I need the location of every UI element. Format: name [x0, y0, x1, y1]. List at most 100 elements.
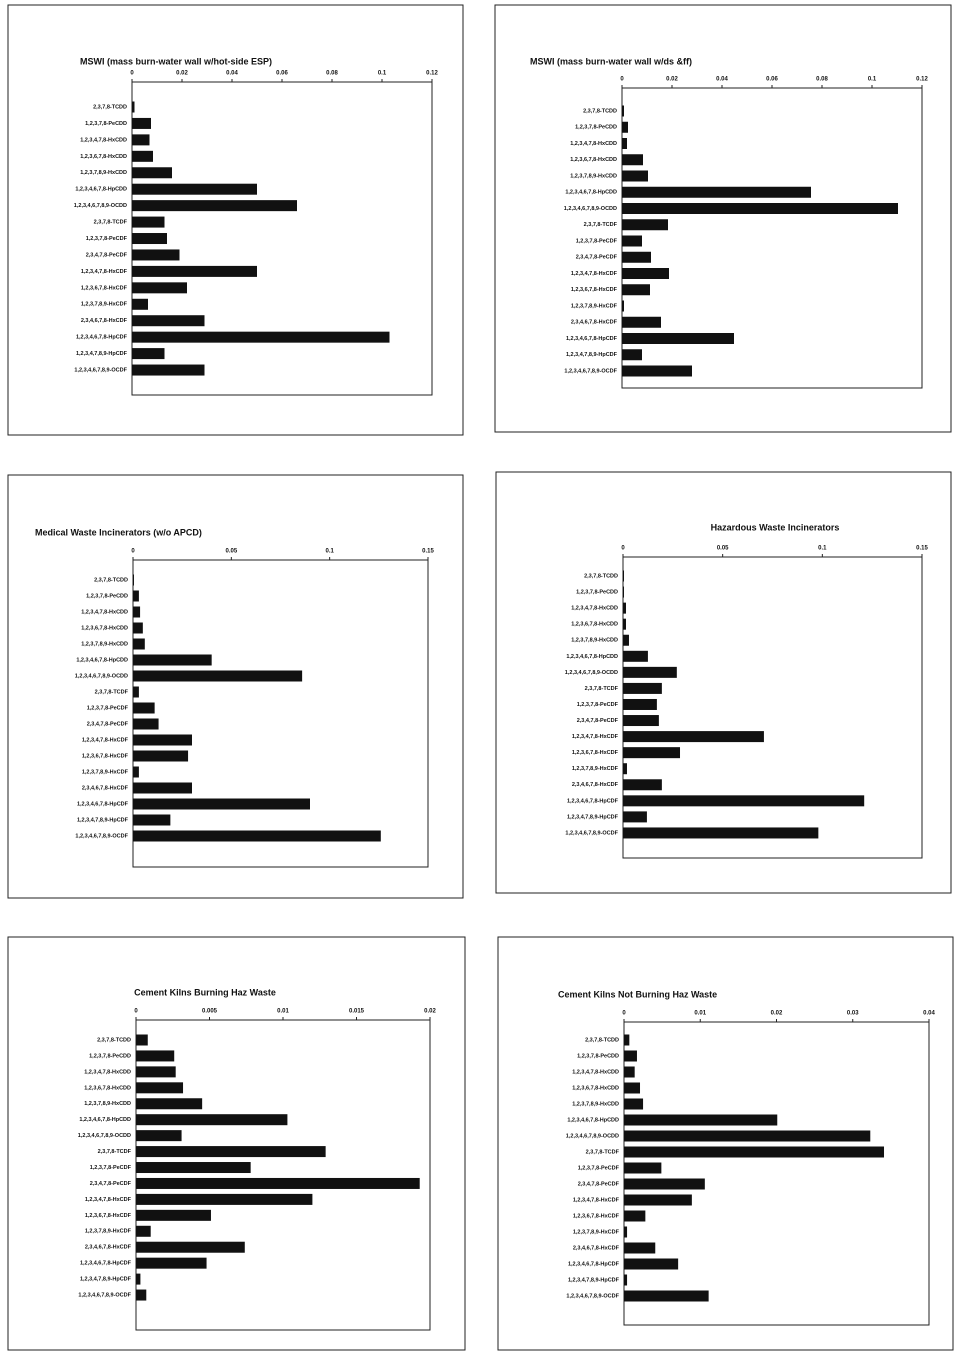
category-label: 1,2,3,4,6,7,8,9-OCDD [74, 203, 127, 209]
bar [622, 186, 811, 198]
bar [132, 167, 172, 179]
category-label: 1,2,3,4,6,7,8,9-OCDF [75, 833, 128, 839]
x-tick-label: 0.08 [816, 77, 828, 83]
category-label: 2,3,4,6,7,8-HxCDF [82, 785, 129, 791]
bar [133, 798, 310, 810]
bar [132, 348, 165, 360]
bar [623, 715, 659, 727]
category-label: 1,2,3,4,7,8,9-HpCDF [77, 817, 129, 823]
category-label: 2,3,4,6,7,8-HxCDF [573, 1245, 620, 1251]
category-label: 1,2,3,4,6,7,8-HpCDF [80, 1261, 132, 1267]
category-label: 2,3,4,6,7,8-HxCDF [85, 1245, 132, 1251]
bar [133, 766, 139, 778]
category-label: 1,2,3,4,7,8-HxCDD [80, 137, 127, 143]
category-label: 1,2,3,4,7,8-HxCDF [81, 269, 128, 275]
chart-panel: MSWI (mass burn-water wall w/hot-side ES… [7, 4, 464, 436]
bar [624, 1082, 641, 1094]
bar [622, 349, 642, 361]
chart-panel: Hazardous Waste Incinerators 0 0.05 0.1 0.15… [495, 471, 952, 894]
panel-border [497, 936, 954, 1351]
bar [132, 216, 165, 228]
category-label: 2,3,7,8-TCDF [98, 1149, 132, 1155]
x-tick-label: 0 [130, 71, 134, 77]
bar [622, 203, 898, 214]
bar [132, 265, 257, 277]
category-label: 1,2,3,4,7,8-HxCDD [571, 606, 618, 612]
bar [624, 1242, 656, 1254]
category-label: 1,2,3,4,7,8-HxCDD [572, 1069, 619, 1075]
category-label: 1,2,3,7,8,9-HxCDD [84, 1101, 131, 1107]
x-tick-label: 0.1 [868, 77, 877, 83]
x-tick-label: 0.12 [916, 77, 928, 83]
bar [622, 333, 734, 344]
bar [132, 117, 151, 129]
bar [136, 1098, 203, 1110]
x-tick-label: 0.015 [349, 1009, 365, 1015]
plot-area [132, 559, 429, 868]
bar [133, 718, 159, 730]
bar [133, 702, 155, 714]
category-label: 1,2,3,6,7,8-HxCDD [80, 154, 127, 160]
chart-panel: MSWI (mass burn-water wall w/ds &ff) 0 0.0… [494, 4, 952, 433]
category-label: 1,2,3,7,8-PeCDF [576, 238, 618, 244]
bar [132, 298, 148, 310]
category-label: 1,2,3,6,7,8-HxCDF [85, 1213, 132, 1219]
category-label: 1,2,3,7,8-PeCDD [577, 1053, 619, 1059]
bar [132, 331, 390, 343]
x-tick-label: 0.12 [426, 71, 438, 77]
panel-border [7, 4, 464, 436]
bar [136, 1241, 245, 1253]
category-label: 1,2,3,4,7,8,9-HpCDF [567, 814, 619, 820]
bar [133, 606, 141, 618]
bar [136, 1066, 176, 1078]
x-tick-label: 0.02 [666, 77, 678, 83]
bar [133, 622, 143, 634]
panel-border [7, 474, 464, 899]
bar [624, 1114, 778, 1126]
bar [132, 183, 257, 195]
x-tick-label: 0 [622, 1011, 626, 1017]
bar [622, 121, 628, 133]
bar [624, 1178, 705, 1190]
category-label: 2,3,7,8-TCDF [586, 1149, 620, 1155]
x-tick-label: 0.15 [916, 546, 928, 552]
x-tick-label: 0.05 [225, 549, 237, 555]
category-label: 1,2,3,4,6,7,8,9-OCDF [78, 1292, 131, 1298]
x-tick-label: 0.1 [378, 71, 387, 77]
x-tick-label: 0.1 [325, 549, 334, 555]
bar [624, 1098, 644, 1110]
bar [624, 1258, 679, 1270]
x-tick-label: 0.06 [276, 71, 288, 77]
bar [136, 1162, 251, 1174]
bar [623, 650, 648, 662]
category-label: 2,3,7,8-TCDD [583, 108, 617, 114]
bar [624, 1066, 635, 1078]
category-label: 2,3,4,6,7,8-HxCDF [81, 318, 128, 324]
category-label: 1,2,3,7,8-PeCDD [85, 121, 127, 127]
bar [624, 1162, 662, 1174]
bar [622, 268, 669, 279]
bar [136, 1177, 420, 1189]
bar [132, 134, 150, 146]
bar [623, 602, 626, 614]
category-label: 1,2,3,4,6,7,8-HpCDF [567, 798, 619, 804]
category-label: 1,2,3,4,6,7,8,9-OCDD [75, 673, 128, 679]
category-label: 1,2,3,4,6,7,8,9-OCDD [564, 206, 617, 212]
bar [623, 779, 662, 791]
panel-border [495, 471, 952, 894]
category-label: 2,3,4,6,7,8-HxCDF [571, 320, 618, 326]
bar [623, 827, 819, 839]
bar [624, 1146, 885, 1158]
category-label: 1,2,3,7,8-PeCDD [576, 590, 618, 596]
x-tick-label: 0.01 [694, 1011, 706, 1017]
category-label: 1,2,3,4,6,7,8-HpCDD [565, 190, 617, 196]
category-label: 1,2,3,7,8,9-HxCDD [571, 638, 618, 644]
category-label: 2,3,4,6,7,8-HxCDF [572, 782, 619, 788]
category-label: 1,2,3,6,7,8-HxCDF [571, 287, 618, 293]
category-label: 2,3,7,8-TCDF [94, 220, 128, 226]
plot-area [622, 556, 923, 859]
bar [133, 638, 145, 650]
category-label: 1,2,3,4,7,8-HxCDD [81, 609, 128, 615]
category-label: 2,3,4,7,8-PeCDF [87, 721, 129, 727]
category-label: 1,2,3,4,7,8-HxCDF [573, 1197, 620, 1203]
